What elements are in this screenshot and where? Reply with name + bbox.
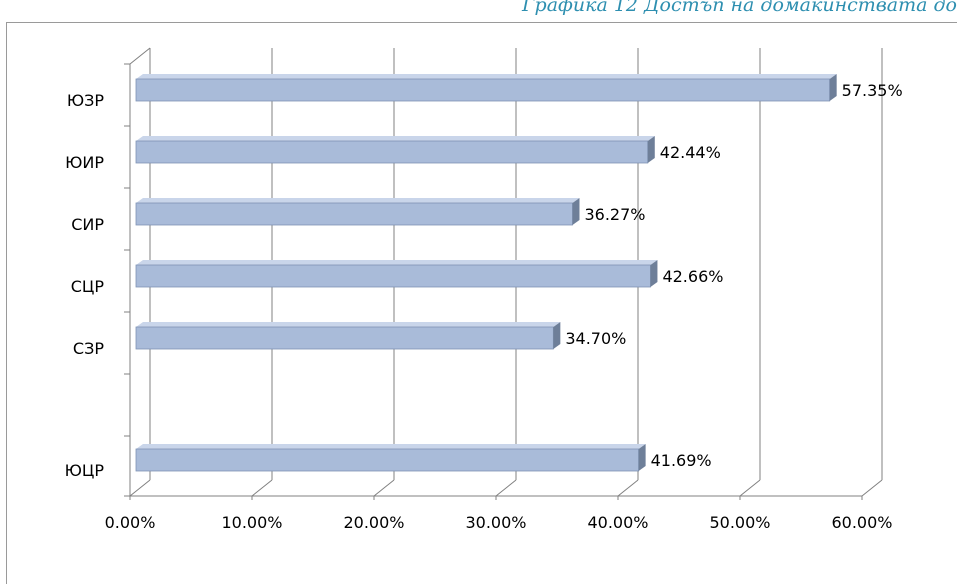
figure-caption: Графика 12 Достъп на домакинствата до <box>521 0 957 16</box>
x-tick-label: 40.00% <box>587 513 648 532</box>
data-label: 42.66% <box>662 267 723 286</box>
floor-line <box>495 479 517 497</box>
floor-line <box>251 479 273 497</box>
bar-top <box>136 74 837 79</box>
floor-line <box>739 479 761 497</box>
x-tick-label: 10.00% <box>221 513 282 532</box>
bar-side <box>647 136 655 163</box>
x-tick-label: 30.00% <box>465 513 526 532</box>
floor-line <box>861 479 883 497</box>
bar <box>135 264 651 288</box>
category-label: ЮЗР <box>67 91 105 110</box>
bar-top <box>136 136 655 141</box>
bar <box>135 78 831 102</box>
x-tick-label: 20.00% <box>343 513 404 532</box>
category-label: СЦР <box>71 277 105 296</box>
wall-top-line <box>129 47 151 65</box>
data-label: 42.44% <box>660 143 721 162</box>
data-label: 57.35% <box>842 81 903 100</box>
bar <box>135 448 640 472</box>
x-tick-label: 60.00% <box>831 513 892 532</box>
category-label: ЮЦР <box>65 461 105 480</box>
data-label: 36.27% <box>584 205 645 224</box>
bar <box>135 202 573 226</box>
bar-top <box>136 260 658 265</box>
x-tick-label: 0.00% <box>105 513 156 532</box>
x-tick-label: 50.00% <box>709 513 770 532</box>
bar-side <box>553 322 561 349</box>
bar-top <box>136 198 580 203</box>
floor-line <box>129 479 151 497</box>
bar-side <box>638 444 646 471</box>
chart-frame <box>6 22 957 584</box>
chart-labels: 0.00% 10.00% 20.00% 30.00% 40.00% 50.00% 60.00… <box>65 81 903 532</box>
chart-bars <box>135 74 837 472</box>
data-label: 34.70% <box>565 329 626 348</box>
floor-line <box>617 479 639 497</box>
bar-top <box>136 322 561 327</box>
bar-side <box>650 260 658 287</box>
bar-side <box>829 74 837 101</box>
category-label: СИР <box>71 215 104 234</box>
category-label: СЗР <box>73 339 104 358</box>
category-label: ЮИР <box>65 153 104 172</box>
floor-line <box>373 479 395 497</box>
bar-side <box>572 198 580 225</box>
bar <box>135 326 554 350</box>
bar-top <box>136 444 646 449</box>
bar <box>135 140 649 164</box>
chart-grid <box>124 47 883 500</box>
data-label: 41.69% <box>651 451 712 470</box>
